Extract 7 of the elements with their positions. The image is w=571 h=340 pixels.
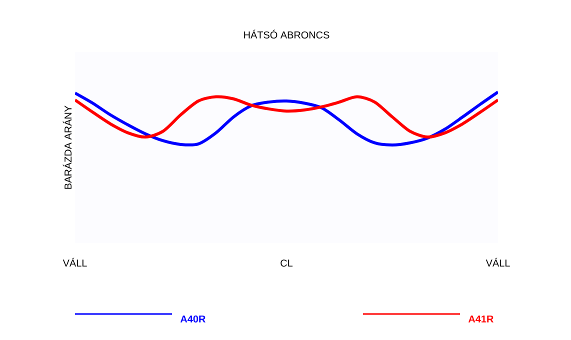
text: A41R	[468, 316, 494, 322]
y-axis-title: BARÁZDA ARÁNY	[62, 106, 72, 189]
text: A40R	[180, 315, 206, 323]
x-tick-label: VÁLL	[62, 258, 87, 267]
x-tick-label: CL	[280, 260, 293, 267]
x-tick-label: VÁLL	[486, 258, 510, 267]
chart-title: HÁTSÓ ABRONCS	[244, 30, 330, 38]
